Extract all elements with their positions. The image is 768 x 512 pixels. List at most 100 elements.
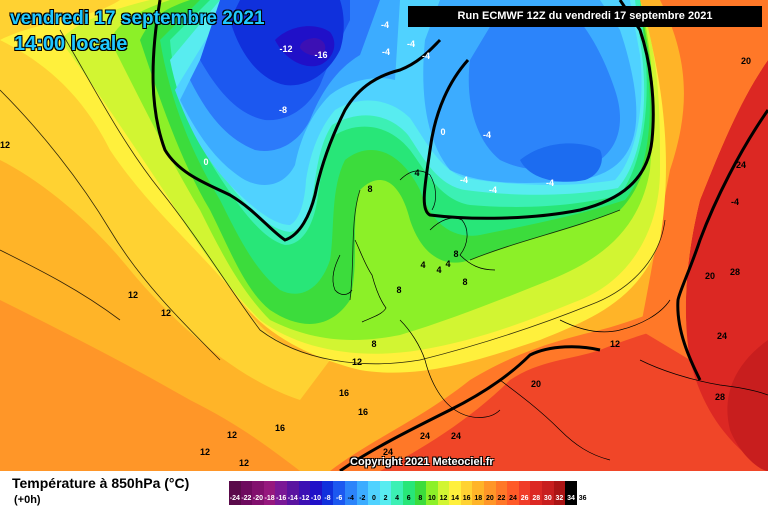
scale-swatch: 12: [437, 481, 450, 505]
scale-label: -14: [287, 495, 298, 502]
scale-label: 32: [555, 495, 564, 502]
contour-label: 4: [445, 259, 450, 269]
contour-label: 12: [200, 447, 210, 457]
scale-label: -18: [264, 495, 275, 502]
contour-label: 20: [705, 271, 715, 281]
scale-label: 34: [567, 495, 575, 502]
contour-label: 16: [339, 388, 349, 398]
contour-label: 8: [371, 339, 376, 349]
scale-swatch: 0: [368, 481, 380, 505]
contour-label: 12: [239, 458, 249, 468]
scale-swatch: 2: [379, 481, 392, 505]
contour-label: 12: [352, 357, 362, 367]
contour-label: -12: [279, 44, 292, 54]
scale-swatch: -6: [333, 481, 345, 505]
contour-label: 20: [741, 56, 751, 66]
zone-orange-east: [640, 0, 768, 360]
scale-label: 0: [371, 495, 376, 502]
contour-label: 24: [717, 331, 727, 341]
scale-label: 26: [520, 495, 529, 502]
scale-swatch: 14: [449, 481, 461, 505]
contour-label: 0: [440, 127, 445, 137]
contour-label: 24: [383, 447, 393, 457]
contour-label: 28: [730, 267, 740, 277]
contour-label: 4: [436, 265, 441, 275]
scale-label: -24: [229, 495, 240, 502]
zone-mid-blue-east: [468, 10, 620, 171]
contour-label: -4: [422, 51, 430, 61]
contour-label: 24: [420, 431, 430, 441]
scale-label: 36: [578, 495, 587, 502]
legend-bar: Température à 850hPa (°C) (+0h) -24 -22 -2…: [0, 471, 768, 512]
scale-swatch: 10: [426, 481, 438, 505]
scale-swatch: 36: [576, 481, 589, 505]
contour-label: 8: [396, 285, 401, 295]
scale-label: 18: [474, 495, 483, 502]
scale-swatch: -22: [240, 481, 253, 505]
scale-swatch: -20: [252, 481, 264, 505]
scale-label: 14: [451, 495, 459, 502]
zone-deep-red-south: [380, 310, 768, 471]
scale-swatch: 30: [542, 481, 554, 505]
scale-swatch: 24: [507, 481, 519, 505]
contour-label: -4: [407, 39, 415, 49]
map-time-title: 14:00 locale: [14, 33, 128, 55]
weather-map: -4 -12 -16 -4 -4 -4 -8 0 0 -4 -4 -4 -4 8…: [0, 0, 768, 471]
scale-swatch: 16: [460, 481, 473, 505]
scale-label: -20: [252, 495, 264, 502]
scale-label: -4: [347, 495, 354, 502]
scale-label: 24: [509, 495, 517, 502]
contour-label: -4: [489, 185, 497, 195]
scale-swatch: -8: [321, 481, 334, 505]
scale-label: 22: [497, 495, 506, 502]
scale-label: -10: [310, 495, 322, 502]
contour-label: 12: [0, 140, 10, 150]
zone-coldest-core: [300, 38, 326, 56]
scale-label: -2: [359, 495, 366, 502]
color-scale: -24 -22 -20 -18 -16 -14 -12 -10 -8 -6 -4 -2 0 2 4 6 8 10 1…: [229, 481, 589, 505]
scale-swatch: 28: [530, 481, 543, 505]
zone-very-hot-east: [727, 340, 768, 471]
scale-swatch: -14: [286, 481, 299, 505]
scale-swatch: 22: [495, 481, 508, 505]
scale-label: 10: [427, 495, 436, 502]
scale-swatch: 34: [565, 481, 577, 505]
scale-swatch: -4: [344, 481, 357, 505]
scale-label: 2: [383, 495, 388, 502]
contour-label-group-dark: 8 4 8 4 4 8 8 8 4 12 12 12 12 12 12 12 1…: [0, 56, 751, 468]
contour-label: 12: [610, 339, 620, 349]
scale-swatch: -16: [275, 481, 287, 505]
contour-label-group: -4 -12 -16 -4 -4 -4 -8 0 0 -4 -4 -4 -4: [203, 20, 554, 195]
scale-swatch: 26: [518, 481, 531, 505]
legend-title: Température à 850hPa (°C): [12, 475, 190, 491]
temperature-map-canvas: -4 -12 -16 -4 -4 -4 -8 0 0 -4 -4 -4 -4 8…: [0, 0, 768, 471]
scale-swatch: 20: [484, 481, 496, 505]
scale-label: -8: [324, 495, 331, 502]
scale-swatch: -18: [263, 481, 276, 505]
contour-label: 4: [420, 260, 425, 270]
contour-label: 4: [414, 168, 419, 178]
contour-label: -4: [382, 47, 390, 57]
contour-label: 16: [358, 407, 368, 417]
copyright-text: Copyright 2021 Meteociel.fr: [350, 456, 494, 468]
scale-label: -22: [241, 495, 252, 502]
contour-label: 12: [128, 290, 138, 300]
contour-label: 28: [715, 392, 725, 402]
scale-swatch: 6: [402, 481, 415, 505]
contour-label: -4: [381, 20, 389, 30]
map-date-title: vendredi 17 septembre 2021: [10, 8, 265, 29]
contour-label: -4: [460, 175, 468, 185]
scale-label: 6: [406, 495, 411, 502]
contour-label: 24: [736, 160, 746, 170]
contour-label: 8: [453, 249, 458, 259]
scale-swatch: 4: [391, 481, 403, 505]
contour-label: 12: [227, 430, 237, 440]
scale-swatch: 18: [472, 481, 485, 505]
scale-label: -6: [336, 495, 343, 502]
contour-label: -4: [731, 197, 739, 207]
model-run-label: Run ECMWF 12Z du vendredi 17 septembre 2…: [408, 6, 762, 27]
isotherm-zero-west: [151, 0, 442, 242]
scale-label: 4: [395, 495, 400, 502]
zone-dark-orange-south: [0, 300, 300, 471]
scale-label: 16: [462, 495, 471, 502]
